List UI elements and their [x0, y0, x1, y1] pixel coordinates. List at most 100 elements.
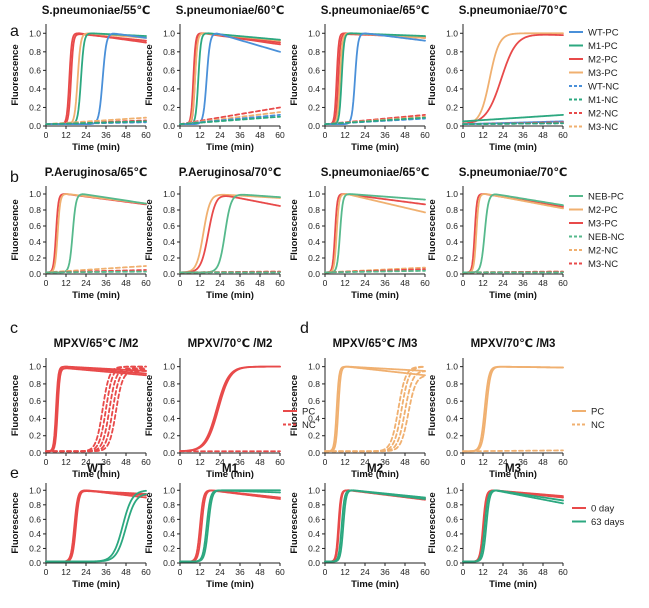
chart-title: MPXV/70℃ /M2 — [188, 338, 273, 350]
y-tick-label: 0.8 — [446, 500, 458, 510]
x-tick-label: 0 — [323, 457, 328, 467]
y-tick-label: 1.0 — [29, 362, 41, 372]
series-line — [324, 193, 426, 274]
y-tick-label: 0.4 — [163, 84, 175, 94]
x-tick-label: 48 — [255, 567, 265, 577]
chart-a2: S.pneumoniae/60℃ 0 12 24 36 48 60 0.0 0.2 0.4 0.6 0… — [144, 5, 285, 153]
y-tick-label: 0.6 — [446, 221, 458, 231]
x-tick-label: 24 — [81, 130, 91, 140]
series-line — [179, 32, 281, 126]
y-tick-label: 0.8 — [308, 47, 320, 57]
y-tick-label: 0.6 — [308, 221, 320, 231]
chart-title: P.Aeruginosa/70℃ — [179, 167, 282, 179]
y-tick-label: 0.6 — [29, 221, 41, 231]
x-tick-label: 36 — [101, 567, 111, 577]
series-line — [462, 449, 564, 453]
series-line — [45, 193, 147, 274]
y-axis-label: Fluorescence — [289, 44, 300, 105]
series-neb-pc — [324, 193, 426, 274]
panel-label-b: b — [10, 169, 19, 186]
y-tick-label: 0.8 — [163, 500, 175, 510]
x-tick-label: 24 — [81, 567, 91, 577]
y-tick-label: 1.0 — [29, 28, 41, 38]
x-tick-label: 0 — [461, 130, 466, 140]
x-tick-label: 12 — [195, 457, 205, 467]
x-tick-label: 0 — [44, 457, 49, 467]
y-tick-label: 0.8 — [29, 47, 41, 57]
series-line — [179, 365, 281, 453]
x-tick-label: 12 — [61, 278, 71, 288]
x-tick-label: 36 — [518, 278, 528, 288]
y-tick-label: 0.4 — [29, 413, 41, 423]
legend-label: WT-PC — [588, 28, 619, 39]
chart-title: MPXV/70℃ /M3 — [471, 338, 556, 350]
y-tick-label: 0.2 — [29, 102, 41, 112]
y-tick-label: 0.6 — [446, 65, 458, 75]
x-tick-label: 36 — [101, 457, 111, 467]
y-tick-label: 0.4 — [446, 529, 458, 539]
legend-label: NEB-NC — [588, 232, 625, 243]
series-line — [45, 270, 147, 274]
x-tick-label: 48 — [538, 567, 548, 577]
series-line — [179, 32, 281, 126]
chart-title: S.pneumoniae/70℃ — [459, 5, 568, 17]
x-tick-label: 48 — [255, 457, 265, 467]
x-tick-label: 12 — [340, 278, 350, 288]
x-tick-label: 48 — [121, 130, 131, 140]
chart-b1: P.Aeruginosa/65℃ 0 12 24 36 48 60 0.0 0.2 0.4 0.6 0… — [10, 167, 151, 301]
chart-c2: MPXV/70℃ /M2 0 12 24 36 48 60 0.0 0.2 0.4 0.6 0.8 1.… — [144, 338, 285, 480]
y-tick-label: 0.2 — [163, 543, 175, 553]
y-tick-label: 1.0 — [308, 189, 320, 199]
y-axis-label: Fluorescence — [144, 375, 155, 436]
legend-d: PC NC — [572, 407, 605, 431]
y-axis-label: Fluorescence — [427, 375, 438, 436]
y-axis-label: Fluorescence — [427, 492, 438, 553]
x-axis-label: Time (min) — [351, 142, 399, 153]
chart-e3: M2 0 12 24 36 48 60 0.0 0.2 0.4 0.6 0.8 1.0 Time (min… — [289, 463, 430, 590]
y-tick-label: 0.0 — [29, 558, 41, 568]
y-tick-label: 0.6 — [308, 65, 320, 75]
x-tick-label: 0 — [178, 278, 183, 288]
chart-a1: S.pneumoniae/55℃ 0 12 24 36 48 60 0.0 0.2 0.4 0.6 0… — [10, 5, 151, 153]
series-m3-pc — [179, 195, 281, 274]
x-axis-label: Time (min) — [72, 579, 120, 590]
x-tick-label: 0 — [44, 278, 49, 288]
chart-a3: S.pneumoniae/65℃ 0 12 24 36 48 60 0.0 0.2 0.4 0.6 0… — [289, 5, 430, 153]
series-line — [324, 193, 426, 274]
series-line — [45, 193, 147, 274]
series-line — [45, 367, 147, 453]
x-axis-label: Time (min) — [351, 469, 399, 480]
legend-label: M1-PC — [588, 41, 618, 52]
y-axis-label: Fluorescence — [289, 199, 300, 260]
x-axis-label: Time (min) — [72, 290, 120, 301]
series-line — [45, 32, 147, 126]
x-tick-label: 12 — [340, 130, 350, 140]
chart-title: M3 — [505, 463, 521, 475]
chart-title: S.pneumoniae/55℃ — [42, 5, 151, 17]
y-tick-label: 0.0 — [163, 269, 175, 279]
y-tick-label: 0.4 — [163, 529, 175, 539]
y-tick-label: 0.0 — [29, 269, 41, 279]
x-tick-label: 36 — [235, 457, 245, 467]
series-neb-pc — [179, 193, 281, 274]
legend-label: PC — [302, 407, 315, 418]
x-tick-label: 24 — [215, 130, 225, 140]
x-tick-label: 0 — [178, 567, 183, 577]
y-tick-label: 0.0 — [163, 448, 175, 458]
series-nc — [324, 365, 426, 453]
x-tick-label: 0 — [461, 457, 466, 467]
legend-label: NC — [302, 420, 316, 431]
y-tick-label: 1.0 — [446, 189, 458, 199]
series-line — [462, 365, 564, 453]
panel-label-c: c — [10, 320, 18, 337]
x-tick-label: 60 — [558, 278, 568, 288]
series-line — [45, 365, 147, 453]
y-tick-label: 0.4 — [29, 84, 41, 94]
series-line — [462, 113, 564, 123]
legend-label: WT-NC — [588, 82, 619, 93]
series-line — [324, 489, 426, 563]
y-tick-label: 0.2 — [446, 543, 458, 553]
x-tick-label: 0 — [461, 278, 466, 288]
x-tick-label: 12 — [340, 457, 350, 467]
series-line — [324, 116, 426, 126]
